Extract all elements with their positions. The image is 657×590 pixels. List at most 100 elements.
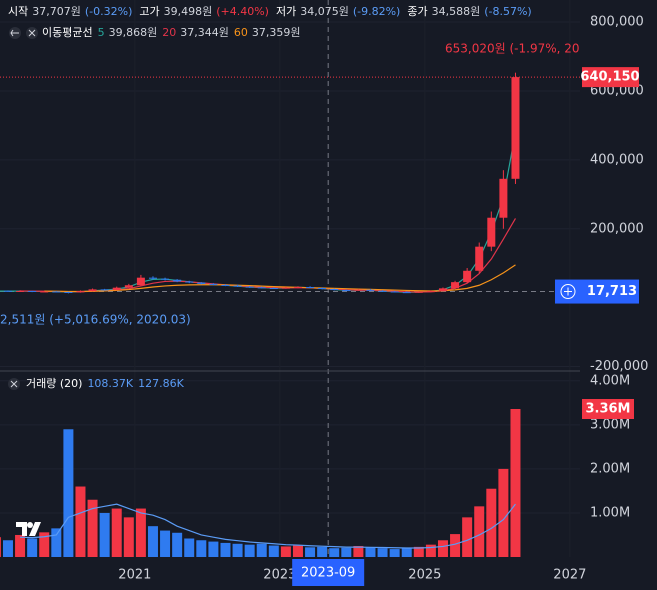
candle-body: [414, 291, 423, 293]
legend-text: 39,498원: [164, 5, 213, 18]
candle-body: [16, 290, 25, 292]
volume-bar: [99, 512, 110, 557]
volume-legend: 거래량 (20) 108.37K 127.86K: [26, 377, 185, 390]
volume-bar: [111, 508, 122, 557]
volume-bar: [377, 548, 388, 557]
x-tick-label: 2027: [553, 568, 586, 583]
crosshair-y-label: 17,713: [587, 284, 637, 299]
volume-bar: [63, 429, 74, 557]
legend-text: (+4.40%): [216, 5, 269, 18]
candle-body: [3, 290, 12, 292]
candle-body: [124, 285, 133, 288]
legend-text: 127.86K: [138, 377, 184, 390]
candle-body: [52, 291, 61, 293]
volume-bar: [27, 538, 38, 557]
last-volume-label: 3.36M: [585, 402, 630, 417]
legend-text: 108.37K: [87, 377, 133, 390]
candle-body: [366, 289, 375, 291]
volume-bar: [39, 532, 50, 557]
crosshair-x-label: 2023-09: [301, 566, 355, 581]
volume-bar: [486, 488, 497, 557]
add-button[interactable]: [560, 284, 576, 300]
candle-body: [451, 282, 460, 289]
volume-bar: [401, 548, 412, 557]
volume-bar: [172, 532, 183, 557]
candle-body: [100, 289, 109, 291]
volume-bar: [341, 547, 352, 557]
volume-bar: [160, 530, 171, 557]
legend-text: 34,075원: [300, 5, 349, 18]
y-tick-label: 800,000: [590, 15, 644, 30]
candle-body: [475, 246, 484, 271]
volume-bar: [510, 409, 521, 557]
legend-text: (-8.57%): [484, 5, 532, 18]
legend-icons: [8, 27, 38, 390]
volume-bar: [0, 537, 1, 557]
volume-bar: [220, 542, 231, 557]
legend-text: 종가: [407, 5, 427, 18]
crosshair-x-tag: [292, 559, 365, 586]
candle-body: [112, 287, 121, 291]
legend-text: 시작: [8, 5, 28, 18]
plot-area: 653,020원 (-1.97%, 2026. 2,511원 (+5,016.69…: [0, 0, 599, 557]
legend-text: 이동평균선: [42, 26, 93, 39]
legend-text: 37,359원: [252, 26, 301, 39]
volume-bar: [413, 546, 424, 557]
candle-body: [378, 290, 387, 292]
y-tick-label: 400,000: [590, 152, 644, 167]
volume-bar: [498, 468, 509, 557]
candle-body: [88, 289, 97, 292]
volume-bar: [317, 546, 328, 557]
candle-body: [511, 77, 520, 179]
y-tick-label: 2.00M: [590, 461, 630, 476]
candle-body: [281, 287, 290, 289]
candle-body: [354, 289, 363, 291]
candle-body: [245, 286, 254, 288]
legend-text: 37,707원: [32, 5, 81, 18]
volume-bar: [184, 538, 195, 557]
volume-bar: [147, 526, 158, 557]
volume-bar: [450, 534, 461, 557]
legend-text: 거래량 (20): [26, 377, 82, 390]
volume-bar: [268, 545, 279, 557]
volume-bar: [232, 543, 243, 557]
volume-bar: [51, 528, 62, 557]
add-icon: [564, 287, 572, 296]
ma-line: [44, 264, 516, 293]
volume-bar: [329, 548, 340, 557]
candle-body: [221, 284, 230, 286]
candle-body: [487, 217, 496, 247]
candle-body: [148, 277, 157, 279]
candle-body: [306, 286, 315, 289]
volume-bar: [135, 508, 146, 557]
overlay: 시작 37,707원 (-0.32%) 고가 39,498원 (+4.40%) 저가 34,0…: [8, 5, 532, 536]
candle-body: [233, 285, 242, 287]
volume-bar: [75, 486, 86, 557]
candle-body: [197, 282, 206, 284]
volume-bar: [256, 543, 267, 557]
candle-body: [173, 279, 182, 282]
candle-body: [136, 277, 145, 286]
ma-legend: 이동평균선 5 39,868원 20 37,344원 60 37,359원: [42, 26, 300, 39]
y-tick-label: -200,000: [590, 359, 648, 374]
legend-text: (-0.32%): [85, 5, 133, 18]
legend-text: 5: [98, 26, 105, 39]
low-annotation: 2,511원 (+5,016.69%, 2020.03): [0, 313, 191, 327]
legend-text: 34,588원: [432, 5, 481, 18]
volume-bar: [474, 506, 485, 557]
candle-body: [257, 287, 266, 289]
volume-bar: [2, 540, 13, 557]
legend-text: 고가: [139, 5, 159, 18]
volume-bar: [196, 540, 207, 557]
candle-body: [76, 291, 85, 293]
candle-body: [161, 278, 170, 280]
candle-body: [438, 288, 447, 292]
candle-body: [28, 290, 37, 292]
x-tick-label: 2023: [263, 568, 296, 583]
volume-bar: [208, 541, 219, 557]
volume-bar: [87, 499, 98, 557]
x-axis-background: [0, 558, 580, 590]
candle-body: [64, 291, 73, 293]
volume-ma-line: [20, 503, 516, 549]
